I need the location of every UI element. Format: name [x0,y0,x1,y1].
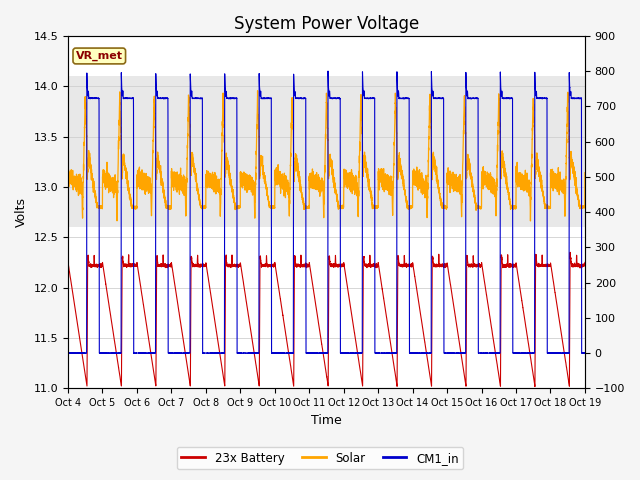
Line: 23x Battery: 23x Battery [68,252,585,386]
Solar [579,205,587,211]
Solar [170,177,177,183]
23x Battery [397,262,405,267]
Solar [527,218,534,224]
Legend: 23x Battery, Solar, CM1_in: 23x Battery, Solar, CM1_in [177,447,463,469]
Text: VR_met: VR_met [76,51,123,61]
Line: Solar: Solar [68,91,585,221]
CM1_in [581,350,589,356]
23x Battery [175,307,182,312]
CM1_in [458,350,465,356]
CM1_in [579,350,587,356]
23x Battery [581,260,589,265]
23x Battery [170,271,177,276]
23x Battery [566,250,574,255]
Solar [253,88,261,94]
CM1_in [324,68,332,74]
CM1_in [170,350,177,356]
CM1_in [471,95,479,101]
23x Battery [64,259,72,265]
23x Battery [258,264,266,269]
X-axis label: Time: Time [311,414,342,427]
Line: CM1_in: CM1_in [68,71,585,353]
Solar [175,183,182,189]
CM1_in [64,350,72,356]
CM1_in [175,350,182,356]
Bar [68,76,585,227]
Solar [258,155,266,161]
Solar [471,195,479,201]
Solar [581,170,589,176]
CM1_in [397,96,405,101]
Solar [397,176,405,181]
Title: System Power Voltage: System Power Voltage [234,15,419,33]
23x Battery [531,384,539,389]
23x Battery [471,263,479,268]
Y-axis label: Volts: Volts [15,197,28,227]
CM1_in [258,96,266,102]
Solar [64,167,72,172]
23x Battery [579,263,587,268]
